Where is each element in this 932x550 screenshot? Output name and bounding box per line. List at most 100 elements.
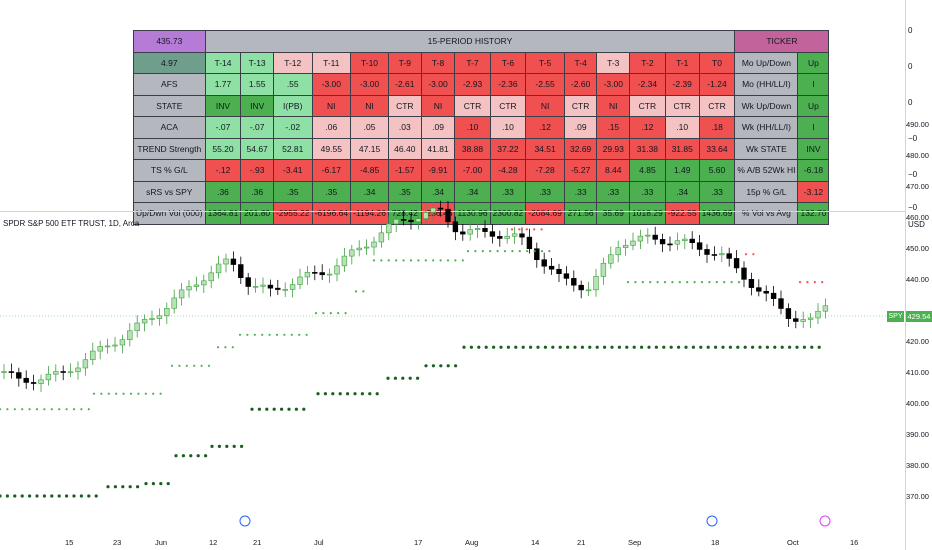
table-cell: -922.55 bbox=[664, 202, 700, 225]
level-dot bbox=[193, 364, 196, 367]
level-dot bbox=[20, 494, 24, 498]
level-dot bbox=[424, 259, 427, 262]
table-cell: T-4 bbox=[563, 51, 598, 74]
price-scale-label: 410.00 bbox=[906, 368, 929, 377]
right-label: Wk Up/Down bbox=[734, 94, 799, 117]
candle-body bbox=[534, 248, 540, 261]
level-dot bbox=[225, 444, 229, 448]
right-label: Wk STATE bbox=[734, 137, 799, 160]
table-cell: -3.00 bbox=[350, 73, 390, 96]
level-dot bbox=[401, 376, 405, 380]
level-dot bbox=[106, 485, 110, 489]
level-dot bbox=[821, 281, 824, 284]
level-dot bbox=[354, 290, 358, 293]
level-dot bbox=[386, 376, 390, 380]
level-dot bbox=[80, 408, 83, 411]
level-dot bbox=[462, 345, 466, 349]
table-cell: T-10 bbox=[350, 51, 390, 74]
level-dot bbox=[580, 345, 585, 349]
level-dot bbox=[287, 407, 291, 411]
table-cell: 55.20 bbox=[204, 137, 242, 160]
candle-body bbox=[60, 371, 66, 373]
level-dot bbox=[788, 345, 792, 349]
currency-label[interactable]: USD bbox=[908, 220, 925, 229]
level-dot bbox=[344, 312, 347, 315]
candle-body bbox=[386, 223, 392, 234]
candle-body bbox=[608, 254, 614, 264]
level-dot bbox=[181, 454, 185, 458]
candle-body bbox=[460, 231, 466, 235]
level-dot bbox=[817, 345, 821, 349]
table-cell: 1.49 bbox=[664, 159, 700, 182]
candle-body bbox=[437, 207, 444, 210]
table-row: Up/Dwn Vol (000) 1364.81 201.80 -2955.22 -61… bbox=[133, 202, 830, 225]
candle-body bbox=[119, 339, 126, 346]
candle-body bbox=[445, 208, 451, 223]
level-dot bbox=[533, 228, 536, 231]
level-dot bbox=[35, 408, 39, 411]
candle-body bbox=[815, 310, 821, 319]
level-dot bbox=[107, 392, 110, 395]
table-cell: .34 bbox=[350, 180, 390, 203]
level-dot bbox=[152, 392, 155, 395]
table-cell: .34 bbox=[454, 180, 491, 203]
level-dot bbox=[752, 253, 755, 256]
table-cell: CTR bbox=[489, 94, 527, 117]
level-dot bbox=[595, 345, 599, 349]
period-history-header: 15-PERIOD HISTORY bbox=[204, 30, 736, 53]
level-dot bbox=[506, 345, 510, 349]
candle-body bbox=[593, 276, 599, 291]
level-dot bbox=[551, 345, 555, 349]
right-value: I bbox=[797, 73, 830, 96]
level-dot bbox=[200, 364, 203, 367]
level-dot bbox=[302, 407, 306, 411]
row-label: TREND Strength bbox=[133, 137, 206, 160]
candle-body bbox=[282, 289, 288, 291]
level-dot bbox=[461, 259, 464, 262]
table-cell: T-11 bbox=[311, 51, 352, 74]
table-cell: INV bbox=[240, 94, 274, 117]
candle-body bbox=[674, 240, 681, 245]
level-dot bbox=[439, 259, 442, 262]
level-dot bbox=[625, 345, 629, 349]
level-dot bbox=[640, 345, 644, 349]
level-dot bbox=[533, 250, 536, 253]
table-cell: CTR bbox=[664, 94, 700, 117]
table-row: TS % G/L -.12 -.93 -3.41 -6.17 -4.85 -1.57 -9.9… bbox=[133, 159, 830, 182]
table-cell: .33 bbox=[525, 180, 565, 203]
candle-body bbox=[215, 263, 222, 274]
level-dot bbox=[526, 250, 529, 253]
time-axis-label: 17 bbox=[414, 538, 423, 547]
level-dot bbox=[128, 485, 132, 489]
level-dot bbox=[265, 407, 269, 411]
candle-body bbox=[807, 317, 814, 320]
level-dot bbox=[431, 364, 435, 368]
table-cell: T-3 bbox=[596, 51, 631, 74]
table-cell: NI bbox=[311, 94, 352, 117]
candle-body bbox=[482, 228, 488, 232]
table-cell: T-13 bbox=[240, 51, 274, 74]
right-value: INV bbox=[797, 137, 830, 160]
table-cell: 2300.82 bbox=[489, 202, 527, 225]
level-dot bbox=[714, 345, 718, 349]
table-cell: T-5 bbox=[525, 51, 565, 74]
time-axis-label: Sep bbox=[628, 538, 642, 547]
right-value: Up bbox=[797, 51, 830, 74]
candle-body bbox=[67, 371, 74, 374]
level-dot bbox=[518, 228, 521, 231]
level-dot bbox=[610, 345, 614, 349]
candle-body bbox=[186, 286, 192, 291]
table-cell: .34 bbox=[664, 180, 700, 203]
level-dot bbox=[115, 392, 118, 395]
table-cell: T-14 bbox=[204, 51, 242, 74]
candle-body bbox=[652, 234, 658, 240]
chart-title: SPDR S&P 500 ETF TRUST, 1D, Arca bbox=[3, 219, 140, 228]
table-cell: 1.55 bbox=[240, 73, 274, 96]
candle-body bbox=[319, 272, 325, 276]
candle-body bbox=[408, 219, 414, 223]
level-dot bbox=[503, 250, 507, 253]
level-dot bbox=[314, 312, 318, 315]
candle-body bbox=[223, 258, 229, 265]
level-dot bbox=[275, 333, 279, 336]
